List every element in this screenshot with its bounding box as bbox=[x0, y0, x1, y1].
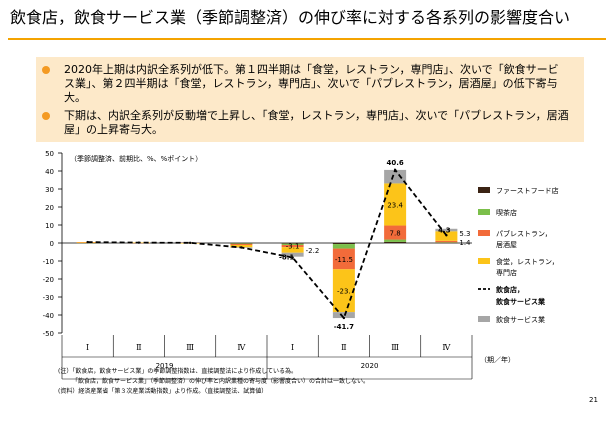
bar-pub-3 bbox=[230, 243, 253, 245]
footnote-1: (注）「飲食店，飲食サービス業」の季節調整指数は、直接調整法により作成している為… bbox=[58, 368, 298, 375]
bar-restaurant-6 bbox=[384, 183, 407, 226]
bullet-item-1: 2020年上期は内訳全系列が低下。第１四半期は「食堂，レストラン，専門店」、次い… bbox=[42, 63, 576, 107]
y-tick-label: -10 bbox=[43, 258, 54, 266]
total-line-point-3 bbox=[240, 246, 243, 249]
bullet-dot-icon bbox=[42, 112, 50, 120]
bar-fast_food-3 bbox=[230, 243, 253, 244]
total-line-point-1 bbox=[137, 241, 141, 244]
total-line-point-5 bbox=[342, 316, 346, 320]
page-number: 21 bbox=[589, 396, 598, 404]
x-tick-label: Ⅰ bbox=[86, 343, 89, 352]
y-tick-label: 30 bbox=[45, 186, 54, 194]
legend-swatch-pub bbox=[478, 230, 490, 236]
data-label-restaurant-7: 5.3 bbox=[459, 230, 470, 238]
title-underline bbox=[8, 38, 606, 40]
bar-cafe-3 bbox=[230, 243, 253, 244]
bar-service-7 bbox=[435, 228, 458, 232]
x-tick-label: Ⅱ bbox=[341, 343, 346, 352]
bar-pub-7 bbox=[435, 240, 458, 243]
data-label-restaurant-4: -3.1 bbox=[286, 243, 300, 251]
x-tick-label: Ⅰ bbox=[291, 343, 294, 352]
bar-restaurant-5 bbox=[332, 269, 355, 313]
title-bar: 飲食店，飲食サービス業（季節調整済）の伸び率に対する各系列の影響度合い bbox=[0, 0, 615, 50]
bar-fast_food-5 bbox=[332, 243, 355, 245]
data-label-restaurant-5: -23. bbox=[337, 288, 351, 296]
legend-label-pub: パブレストラン， bbox=[496, 229, 552, 238]
legend-label-total: 飲食店， bbox=[495, 285, 524, 294]
total-line-point-4 bbox=[291, 256, 294, 259]
y-tick-label: 40 bbox=[45, 168, 54, 176]
bar-fast_food-4 bbox=[281, 243, 304, 244]
page-title: 飲食店，飲食サービス業（季節調整済）の伸び率に対する各系列の影響度合い bbox=[10, 8, 571, 27]
y-tick-label: -40 bbox=[43, 312, 54, 320]
x-unit-label: （期／年） bbox=[480, 355, 515, 364]
data-label-pub-5: -11.5 bbox=[335, 256, 353, 264]
bar-service-4 bbox=[281, 252, 304, 257]
data-label-restaurant-6: 23.4 bbox=[387, 201, 403, 209]
bar-fast_food-7 bbox=[435, 242, 458, 244]
y-tick-label: -50 bbox=[43, 330, 54, 338]
data-label-service-4: -2.2 bbox=[306, 247, 320, 255]
x-tick-label: Ⅳ bbox=[237, 343, 246, 352]
chart-unit-note: （季節調整済、前期比、%、%ポイント） bbox=[70, 154, 202, 163]
total-line-point-7 bbox=[445, 234, 448, 237]
total-line-point-6 bbox=[393, 168, 397, 172]
legend-label-restaurant: 食堂，レストラン， bbox=[496, 257, 559, 266]
bar-cafe-7 bbox=[435, 242, 458, 243]
total-line-point-0 bbox=[86, 240, 89, 244]
bar-service-6 bbox=[384, 169, 407, 184]
bar-fast_food-6 bbox=[384, 241, 407, 243]
y-tick-label: -30 bbox=[43, 294, 54, 302]
footnote-source: (資料）経済産業省「第３次産業活動指数」より作成。（直接調整法、試算値） bbox=[58, 388, 268, 395]
bullet-dot-icon bbox=[42, 66, 50, 74]
legend-label-total: 飲食サービス業 bbox=[495, 297, 546, 306]
legend-label-fast_food: ファーストフード店 bbox=[496, 186, 559, 195]
data-label-line-6: 40.6 bbox=[386, 159, 403, 167]
bar-cafe-5 bbox=[332, 244, 355, 249]
footnote-2: 「飲食店，飲食サービス業」（季節調整済）の伸び率と内訳業種の寄与度（影響度合い）… bbox=[72, 378, 370, 385]
total-line bbox=[87, 168, 448, 320]
legend-label-cafe: 喫茶店 bbox=[496, 208, 517, 217]
bullet-text-1: 2020年上期は内訳全系列が低下。第１四半期は「食堂，レストラン，専門店」、次い… bbox=[64, 63, 559, 104]
legend-swatch-service bbox=[478, 316, 490, 322]
y-tick-label: -20 bbox=[43, 276, 54, 284]
legend-swatch-fast_food bbox=[478, 187, 490, 193]
y-tick-label: 20 bbox=[45, 204, 54, 212]
data-label-service-7: 1.4 bbox=[459, 239, 471, 247]
bullet-item-2: 下期は、内訳全系列が反動増で上昇し、「食堂，レストラン，専門店」、次いで「パブレ… bbox=[42, 109, 576, 139]
bar-pub-4 bbox=[281, 244, 304, 248]
bar-cafe-4 bbox=[281, 243, 304, 245]
bullet-text-2: 下期は、内訳全系列が反動増で上昇し、「食堂，レストラン，専門店」、次いで「パブレ… bbox=[64, 109, 569, 136]
legend-label-service: 飲食サービス業 bbox=[496, 315, 545, 324]
legend-swatch-restaurant bbox=[478, 258, 490, 264]
y-tick-label: 50 bbox=[45, 150, 54, 158]
y-tick-label: 10 bbox=[45, 222, 54, 230]
legend-swatch-cafe bbox=[478, 209, 490, 215]
summary-callout: 2020年上期は内訳全系列が低下。第１四半期は「食堂，レストラン，専門店」、次い… bbox=[36, 57, 584, 142]
bar-pub-6 bbox=[384, 225, 407, 240]
bar-pub-5 bbox=[332, 248, 355, 270]
data-label-line-4: -8.1 bbox=[279, 254, 294, 262]
bar-restaurant-4 bbox=[281, 247, 304, 253]
x-tick-label: Ⅳ bbox=[442, 343, 451, 352]
data-label-pub-6: 7.8 bbox=[390, 230, 401, 238]
legend-label-pub: 居酒屋 bbox=[496, 241, 517, 249]
data-label-line-5: -41.7 bbox=[334, 323, 354, 331]
total-line-point-2 bbox=[188, 241, 192, 245]
x-tick-label: Ⅲ bbox=[391, 343, 399, 352]
legend-label-restaurant: 専門店 bbox=[496, 268, 517, 277]
year-label: 2020 bbox=[361, 362, 379, 370]
data-label-line-7: 4.3 bbox=[438, 226, 451, 234]
bar-restaurant-3 bbox=[230, 244, 253, 248]
year-label: 2019 bbox=[156, 362, 174, 370]
y-tick-label: 0 bbox=[50, 240, 54, 248]
bar-service-5 bbox=[332, 312, 355, 319]
x-tick-label: Ⅱ bbox=[136, 343, 141, 352]
x-tick-label: Ⅲ bbox=[186, 343, 194, 352]
bar-cafe-6 bbox=[384, 239, 407, 242]
